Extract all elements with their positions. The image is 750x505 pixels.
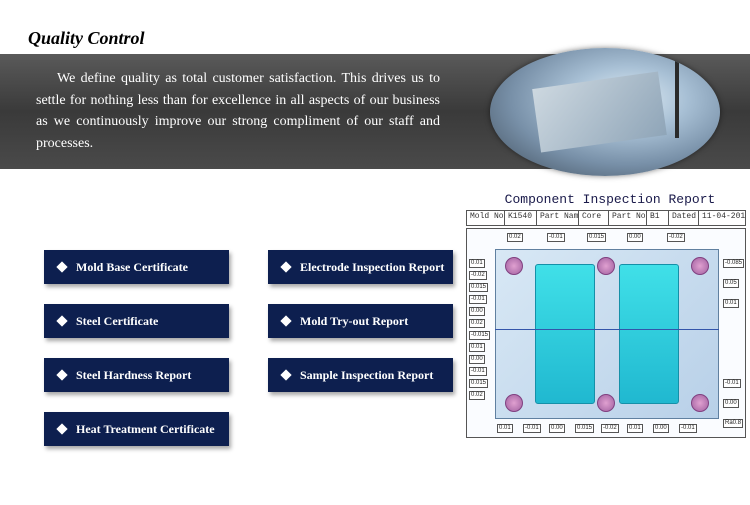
dimension-callout: 0.00: [653, 424, 669, 433]
banner-image-cnc: [490, 48, 720, 176]
cavity-a: [535, 264, 595, 404]
dimension-callout: 0.015: [587, 233, 606, 242]
dimension-callout: 0.02: [469, 319, 485, 328]
hdr-partno-label: Part No.: [609, 211, 647, 225]
dimension-callout: 0.00: [627, 233, 643, 242]
dimension-callout: 0.01: [497, 424, 513, 433]
dimension-callout: 0.01: [469, 343, 485, 352]
dimension-callout: 0.015: [575, 424, 594, 433]
button-label: Mold Base Certificate: [76, 260, 188, 275]
diamond-icon: [56, 261, 67, 272]
dimension-callout: -0.085: [723, 259, 744, 268]
banner-text: We define quality as total customer sati…: [0, 54, 460, 169]
hdr-partno-val: B1: [647, 211, 669, 225]
btn-mold-try-out-report[interactable]: Mold Try-out Report: [268, 304, 453, 338]
button-label: Sample Inspection Report: [300, 368, 433, 383]
diamond-icon: [280, 315, 291, 326]
button-column-1: Mold Base Certificate Steel Certificate St…: [44, 250, 229, 466]
dimension-callout: 0.015: [469, 283, 488, 292]
diamond-icon: [56, 369, 67, 380]
dimension-callout: -0.01: [723, 379, 741, 388]
button-label: Heat Treatment Certificate: [76, 422, 215, 437]
diamond-icon: [56, 315, 67, 326]
dimension-callout: -0.01: [523, 424, 541, 433]
hdr-dated-val: 11-04-2017: [699, 211, 745, 225]
btn-steel-hardness-report[interactable]: Steel Hardness Report: [44, 358, 229, 392]
report-header: Mold No. K1540 Part Name Core Part No. B…: [466, 210, 746, 226]
dimension-callout: -0.01: [469, 367, 487, 376]
content-area: Mold Base Certificate Steel Certificate St…: [0, 190, 750, 505]
hdr-partname-val: Core: [579, 211, 609, 225]
button-label: Steel Certificate: [76, 314, 158, 329]
dimension-callout: -0.02: [469, 271, 487, 280]
dimension-callout: 0.015: [469, 379, 488, 388]
hdr-dated-label: Dated: [669, 211, 699, 225]
diamond-icon: [280, 261, 291, 272]
btn-electrode-inspection-report[interactable]: Electrode Inspection Report: [268, 250, 453, 284]
hole-icon: [691, 257, 709, 275]
dimension-callout: 0.01: [723, 299, 739, 308]
btn-steel-certificate[interactable]: Steel Certificate: [44, 304, 229, 338]
diamond-icon: [280, 369, 291, 380]
hole-icon: [597, 257, 615, 275]
diamond-icon: [56, 423, 67, 434]
dimension-callout: 0.00: [723, 399, 739, 408]
dimension-callout: 0.00: [469, 355, 485, 364]
dimension-callout: 0.00: [549, 424, 565, 433]
dimension-callout: -0.02: [601, 424, 619, 433]
hole-icon: [505, 394, 523, 412]
center-line: [495, 329, 719, 330]
dimension-callout: 0.02: [507, 233, 523, 242]
dimension-callout: 0.01: [627, 424, 643, 433]
button-column-2: Electrode Inspection Report Mold Try-out …: [268, 250, 453, 412]
dimension-callout: Ra0.8: [723, 419, 743, 428]
button-label: Electrode Inspection Report: [300, 260, 444, 275]
dimension-callout: -0.01: [469, 295, 487, 304]
dimension-callout: -0.01: [547, 233, 565, 242]
hdr-moldno-val: K1540: [505, 211, 537, 225]
cavity-b: [619, 264, 679, 404]
dimension-callout: 0.01: [469, 259, 485, 268]
btn-heat-treatment-certificate[interactable]: Heat Treatment Certificate: [44, 412, 229, 446]
hole-icon: [597, 394, 615, 412]
dimension-callout: -0.015: [469, 331, 490, 340]
btn-sample-inspection-report[interactable]: Sample Inspection Report: [268, 358, 453, 392]
hole-icon: [505, 257, 523, 275]
report-title: Component Inspection Report: [480, 192, 740, 207]
button-label: Mold Try-out Report: [300, 314, 408, 329]
dimension-callout: 0.05: [723, 279, 739, 288]
hdr-moldno-label: Mold No.: [467, 211, 505, 225]
dimension-callout: -0.02: [667, 233, 685, 242]
hole-icon: [691, 394, 709, 412]
section-title: Quality Control: [28, 28, 145, 49]
btn-mold-base-certificate[interactable]: Mold Base Certificate: [44, 250, 229, 284]
dimension-callout: 0.00: [469, 307, 485, 316]
dimension-callout: -0.01: [679, 424, 697, 433]
dimension-callout: 0.02: [469, 391, 485, 400]
button-label: Steel Hardness Report: [76, 368, 191, 383]
banner: We define quality as total customer sati…: [0, 54, 750, 169]
inspection-diagram: 0.01 -0.02 0.015 -0.01 0.00 0.02 -0.015 0.01 0.0…: [466, 228, 746, 438]
hdr-partname-label: Part Name: [537, 211, 579, 225]
